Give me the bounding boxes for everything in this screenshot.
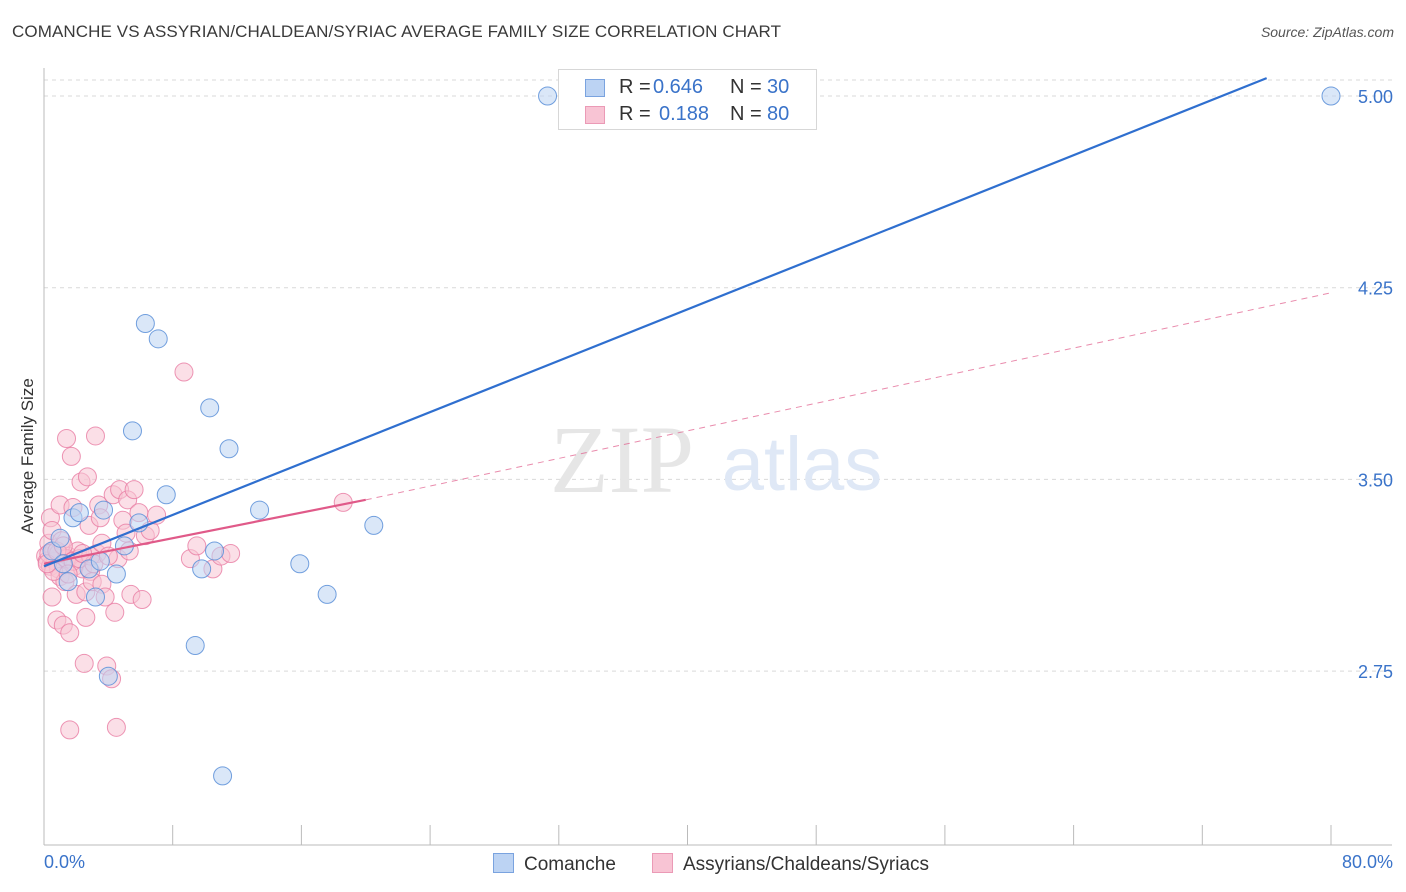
data-point-assyrians (61, 446, 81, 466)
data-point-assyrians (221, 544, 241, 564)
trend-line-comanche (43, 77, 1268, 568)
data-point-comanche (290, 554, 310, 574)
legend-r-label: R = (619, 103, 651, 125)
data-point-assyrians (132, 590, 152, 610)
data-point-comanche (98, 666, 118, 686)
data-point-comanche (213, 766, 233, 786)
data-point-comanche (364, 515, 384, 535)
data-point-comanche (200, 398, 220, 418)
legend-swatch-pink (585, 106, 605, 124)
trend-line-assyrians (43, 498, 366, 565)
legend-r-value: 0.646 (653, 76, 704, 98)
trend-lines (43, 77, 1332, 568)
data-point-assyrians (74, 653, 94, 673)
x-tick-max: 80.0% (1341, 852, 1393, 872)
data-point-comanche (219, 439, 239, 459)
data-point-assyrians (187, 536, 207, 556)
legend-n-label: N = (730, 103, 762, 125)
grid-layer (44, 79, 1392, 672)
data-point-comanche (205, 541, 225, 561)
y-tick-label: 5.00 (1358, 87, 1393, 107)
data-point-comanche (106, 564, 126, 584)
legend-r-label: R = (619, 76, 651, 98)
data-point-assyrians (124, 480, 144, 500)
legend-swatch-blue (585, 79, 605, 97)
data-point-comanche (1321, 86, 1341, 106)
bottom-legend-label: Comanche (524, 854, 616, 875)
watermark-zip: ZIP (550, 406, 694, 513)
data-point-comanche (50, 528, 70, 548)
data-point-comanche (185, 636, 205, 656)
series-comanche-points (42, 86, 1341, 786)
chart-title: COMANCHE VS ASSYRIAN/CHALDEAN/SYRIAC AVE… (12, 22, 782, 41)
y-axis-label: Average Family Size (18, 378, 37, 534)
bottom-legend-assyrians: Assyrians/Chaldeans/Syriacs (652, 853, 929, 876)
data-point-assyrians (57, 429, 77, 449)
watermark-atlas: atlas (722, 422, 883, 507)
axis-layer (43, 68, 1392, 846)
data-point-assyrians (60, 720, 80, 740)
data-point-assyrians (77, 467, 97, 487)
data-point-comanche (192, 559, 212, 579)
data-point-assyrians (105, 602, 125, 622)
data-point-comanche (250, 500, 270, 520)
data-point-assyrians (174, 362, 194, 382)
data-point-comanche (122, 421, 142, 441)
y-tick-label: 4.25 (1358, 279, 1393, 299)
legend-r-value: 0.188 (659, 103, 710, 125)
data-point-comanche (156, 485, 176, 505)
bottom-legend-label: Assyrians/Chaldeans/Syriacs (683, 854, 930, 875)
data-point-comanche (317, 584, 337, 604)
data-point-comanche (148, 329, 168, 349)
legend-n-value: 30 (767, 76, 790, 98)
data-point-comanche (58, 572, 78, 592)
legend-n-label: N = (730, 76, 762, 98)
x-tick-min: 0.0% (44, 852, 86, 872)
data-point-comanche (135, 313, 155, 333)
y-tick-label: 2.75 (1358, 662, 1393, 682)
data-point-assyrians (85, 426, 105, 446)
bottom-legend-swatch-pink (652, 853, 673, 873)
data-point-comanche (538, 86, 558, 106)
y-tick-labels: 2.75 3.50 4.25 5.00 (1358, 87, 1393, 682)
data-point-assyrians (106, 717, 126, 737)
data-point-assyrians (42, 587, 62, 607)
data-point-assyrians (60, 623, 80, 643)
source-label: Source: ZipAtlas.com (1260, 24, 1394, 40)
bottom-legend-comanche: Comanche (493, 853, 616, 876)
data-point-assyrians (76, 607, 96, 627)
watermark: ZIP atlas (550, 406, 882, 513)
data-point-comanche (94, 500, 114, 520)
bottom-legend-swatch-blue (493, 853, 514, 873)
y-tick-label: 3.50 (1358, 470, 1393, 490)
correlation-legend: R = 0.646 N = 30 R = 0.188 N = 80 (558, 69, 817, 130)
data-point-comanche (85, 587, 105, 607)
data-point-comanche (69, 503, 89, 523)
legend-n-value: 80 (767, 103, 790, 125)
